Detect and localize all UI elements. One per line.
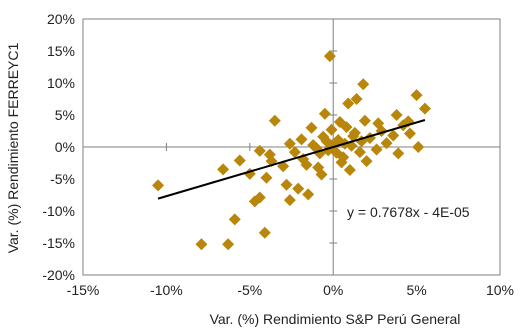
y-tick-label: -5% (50, 171, 75, 187)
data-point (305, 121, 318, 134)
data-point (268, 114, 281, 127)
data-point (387, 129, 400, 142)
data-point (380, 137, 393, 150)
data-point (392, 147, 405, 160)
data-point (320, 135, 333, 148)
data-point (372, 117, 385, 130)
data-point (217, 163, 230, 176)
data-point (343, 164, 356, 177)
data-point (350, 93, 363, 105)
axes (82, 18, 501, 276)
data-points (152, 50, 431, 251)
data-point (353, 146, 366, 159)
data-point (335, 156, 348, 169)
data-point (302, 188, 315, 201)
y-tick-label: 0% (55, 139, 75, 155)
data-point (330, 146, 343, 159)
data-point (280, 178, 293, 191)
data-point (315, 168, 328, 181)
y-axis-title: Var. (%) Rendimiento FERREYC1 (5, 42, 21, 253)
data-point (358, 114, 371, 127)
x-tick-label: 10% (486, 282, 514, 298)
x-tick-labels: -15% -10% -5% 0% 5% 10% (67, 282, 514, 298)
data-point (325, 123, 338, 136)
x-tick-label: -10% (150, 282, 183, 298)
data-point (253, 191, 266, 204)
data-point (360, 155, 373, 168)
y-tick-label: -10% (42, 203, 75, 219)
data-point (370, 143, 383, 156)
y-tick-label: 15% (47, 43, 75, 59)
trendline-group (157, 119, 426, 200)
data-point (283, 137, 296, 150)
data-point (410, 89, 423, 102)
data-point (152, 179, 165, 192)
data-point (283, 194, 296, 207)
data-point (233, 154, 246, 167)
data-point (228, 213, 241, 226)
data-point (390, 109, 403, 121)
y-tick-label: 20% (47, 11, 75, 27)
data-point (333, 116, 346, 129)
x-tick-label: -15% (67, 282, 100, 298)
data-point (300, 158, 313, 171)
data-point (323, 50, 336, 63)
data-point (403, 127, 416, 140)
data-point (318, 107, 331, 120)
x-tick-label: 0% (323, 282, 343, 298)
data-point (253, 144, 266, 157)
data-point (292, 182, 305, 195)
data-point (258, 226, 271, 239)
x-axis-title: Var. (%) Rendimiento S&P Perú General (210, 311, 461, 327)
data-point (288, 146, 301, 159)
data-point (295, 133, 308, 146)
y-tick-label: 5% (55, 107, 75, 123)
y-tick-label: -15% (42, 235, 75, 251)
data-point (418, 102, 431, 115)
data-point (347, 130, 360, 143)
y-tick-label: 10% (47, 75, 75, 91)
trendline (157, 119, 426, 200)
data-point (357, 78, 370, 91)
trendline-equation: y = 0.7678x - 4E-05 (347, 204, 470, 220)
x-tick-label: -5% (237, 282, 262, 298)
data-point (412, 141, 425, 153)
x-tick-label: 5% (406, 282, 426, 298)
y-tick-labels: -20% -15% -10% -5% 0% 5% 10% 15% 20% (42, 11, 75, 283)
data-point (260, 171, 273, 184)
y-tick-label: -20% (42, 267, 75, 283)
data-point (222, 238, 235, 251)
data-point (195, 238, 208, 251)
data-point (342, 97, 355, 110)
